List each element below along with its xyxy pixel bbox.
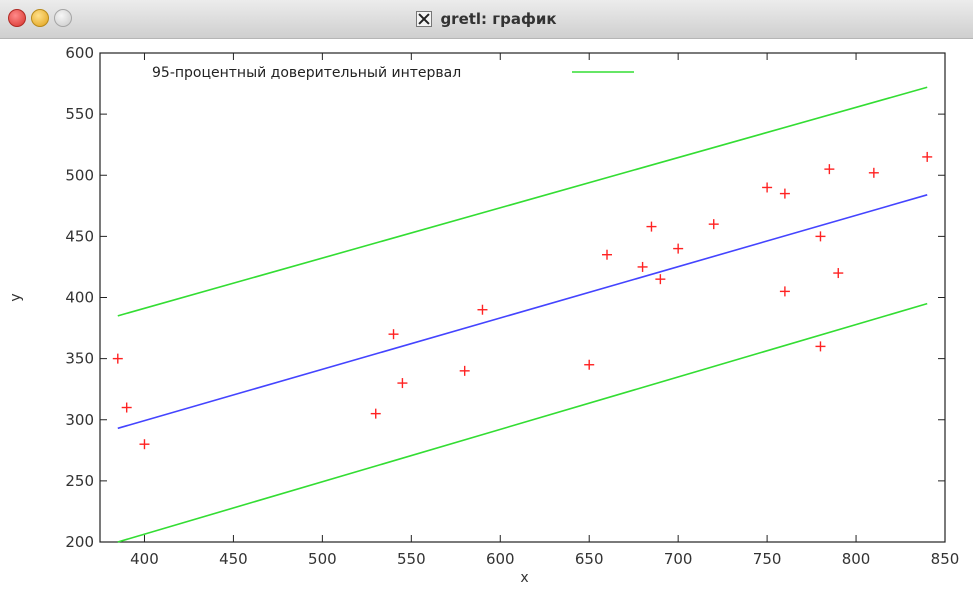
y-axis-ticks: 200 250 300 350 400 450 500 550 600 bbox=[65, 44, 945, 551]
y-tick-label: 300 bbox=[65, 411, 94, 429]
legend-label: 95-процентный доверительный интервал bbox=[152, 65, 461, 81]
x-axis-ticks: 400 450 500 550 600 650 700 750 800 850 bbox=[130, 53, 959, 568]
data-point bbox=[815, 231, 826, 242]
y-tick-label: 550 bbox=[65, 105, 94, 123]
confidence-lower-line bbox=[117, 302, 928, 543]
x-axis-label: x bbox=[520, 570, 528, 586]
data-point bbox=[388, 329, 399, 340]
data-point bbox=[459, 365, 470, 376]
data-point bbox=[477, 304, 488, 315]
y-axis-label: y bbox=[8, 293, 24, 301]
data-point bbox=[673, 243, 684, 254]
plot-border bbox=[99, 52, 946, 543]
minimize-window-button[interactable] bbox=[31, 9, 49, 27]
x-tick-label: 500 bbox=[308, 550, 337, 568]
confidence-upper-line bbox=[117, 86, 928, 317]
close-window-button[interactable] bbox=[8, 9, 26, 27]
data-point bbox=[824, 164, 835, 175]
data-point bbox=[833, 268, 844, 279]
x-tick-label: 850 bbox=[931, 550, 960, 568]
window-titlebar[interactable]: gretl: график bbox=[0, 0, 973, 39]
data-points bbox=[112, 151, 933, 450]
data-point bbox=[370, 408, 381, 419]
y-tick-label: 500 bbox=[65, 166, 94, 184]
x-tick-label: 700 bbox=[664, 550, 693, 568]
maximize-window-button[interactable] bbox=[54, 9, 72, 27]
x-tick-label: 550 bbox=[397, 550, 426, 568]
data-point bbox=[584, 359, 595, 370]
window-title-area: gretl: график bbox=[0, 0, 973, 38]
plot-frame bbox=[99, 52, 946, 543]
x11-icon bbox=[416, 11, 433, 27]
y-tick-label: 400 bbox=[65, 289, 94, 307]
data-point bbox=[922, 151, 933, 162]
window-title: gretl: график bbox=[440, 10, 557, 28]
data-point bbox=[815, 341, 826, 352]
y-tick-label: 450 bbox=[65, 227, 94, 245]
x-tick-label: 600 bbox=[486, 550, 515, 568]
data-point bbox=[139, 439, 150, 450]
data-point bbox=[762, 182, 773, 193]
x-tick-label: 750 bbox=[753, 550, 782, 568]
y-tick-label: 250 bbox=[65, 472, 94, 490]
data-point bbox=[646, 221, 657, 232]
y-tick-label: 600 bbox=[65, 44, 94, 62]
data-point bbox=[602, 249, 612, 260]
data-point bbox=[112, 353, 123, 364]
data-point bbox=[655, 274, 666, 285]
data-point bbox=[708, 219, 719, 230]
plot-lines bbox=[117, 86, 928, 543]
fit-line bbox=[117, 194, 928, 430]
data-point bbox=[779, 188, 790, 199]
data-point bbox=[868, 167, 879, 178]
data-point bbox=[779, 286, 790, 297]
y-tick-label: 350 bbox=[65, 350, 94, 368]
x-tick-label: 450 bbox=[219, 550, 248, 568]
data-point bbox=[121, 402, 132, 413]
y-tick-label: 200 bbox=[65, 533, 94, 551]
x-tick-label: 650 bbox=[575, 550, 604, 568]
legend: 95-процентный доверительный интервал bbox=[152, 65, 634, 81]
x-tick-label: 800 bbox=[842, 550, 871, 568]
x-tick-label: 400 bbox=[130, 550, 159, 568]
data-point bbox=[397, 378, 408, 389]
data-point bbox=[637, 261, 648, 272]
